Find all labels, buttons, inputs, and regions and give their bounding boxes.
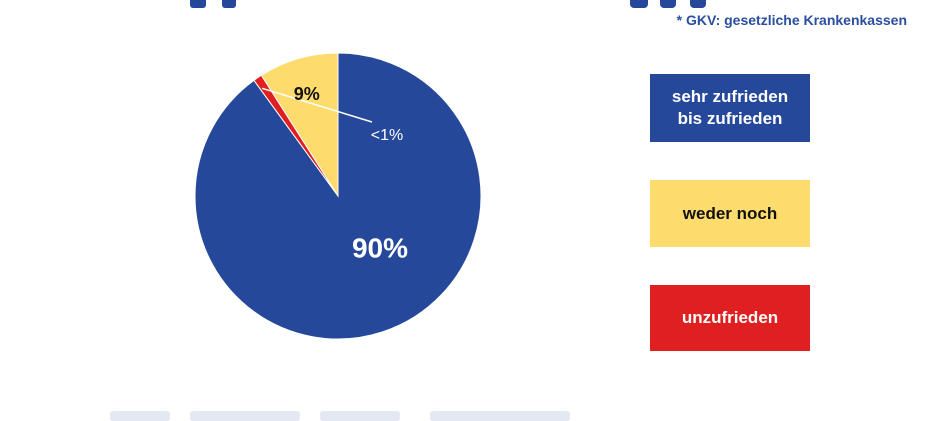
leader-line (261, 87, 373, 123)
cut-off-bottom-text (110, 411, 570, 421)
cut-off-title (190, 0, 706, 8)
legend-entry-unzufrieden: unzufrieden (650, 285, 810, 351)
footnote: * GKV: gesetzliche Krankenkassen (676, 12, 907, 28)
pie-slice-weder-noch (260, 52, 339, 198)
legend-entry-weder-noch: weder noch (650, 180, 810, 247)
legend-entry-zufrieden: sehr zufrieden bis zufrieden (650, 74, 810, 142)
data-label-weder-noch: 9% (294, 84, 320, 104)
legend-label-unzufrieden: unzufrieden (681, 308, 779, 327)
legend-label-weder-noch: weder noch (682, 203, 778, 223)
data-label-unzufrieden: <1% (371, 127, 403, 144)
legend-label-zufrieden: sehr zufrieden bis zufrieden (671, 87, 789, 128)
data-label-zufrieden: 90% (352, 232, 408, 263)
